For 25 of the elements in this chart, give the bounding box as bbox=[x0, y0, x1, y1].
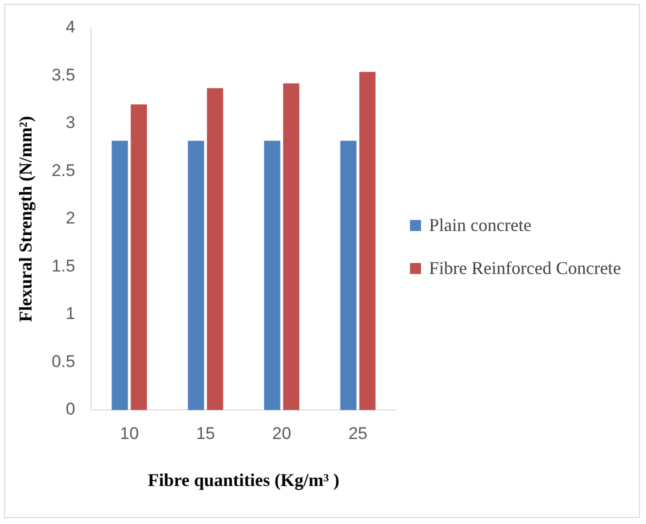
x-axis-title: Fibre quantities (Kg/m³ ) bbox=[148, 470, 340, 490]
bar bbox=[264, 140, 280, 410]
y-tick-label: 0.5 bbox=[52, 352, 76, 371]
y-tick-label: 4 bbox=[66, 18, 76, 37]
bar bbox=[206, 88, 224, 410]
bar bbox=[130, 104, 147, 410]
bar bbox=[359, 72, 376, 410]
bar bbox=[188, 140, 204, 410]
y-tick-label: 3 bbox=[66, 113, 76, 132]
x-tick-label: 15 bbox=[196, 424, 215, 443]
x-tick-label: 25 bbox=[348, 424, 368, 443]
x-tick-label: 20 bbox=[272, 424, 292, 443]
bar bbox=[340, 140, 356, 410]
legend-label: Fibre Reinforced Concrete bbox=[429, 258, 621, 279]
bar bbox=[283, 83, 300, 410]
y-tick-label: 1.5 bbox=[52, 256, 76, 276]
bar bbox=[112, 140, 128, 410]
y-axis-title: Flexural Strength (N/mm²) bbox=[15, 116, 36, 322]
y-tick-label: 0 bbox=[66, 400, 76, 419]
legend-label: Plain concrete bbox=[429, 215, 532, 236]
y-tick-label: 2.5 bbox=[52, 160, 76, 180]
y-tick-label: 2 bbox=[66, 208, 76, 228]
x-tick-label: 10 bbox=[120, 424, 139, 443]
y-tick-label: 1 bbox=[66, 304, 76, 324]
y-tick-label: 3.5 bbox=[52, 65, 76, 84]
